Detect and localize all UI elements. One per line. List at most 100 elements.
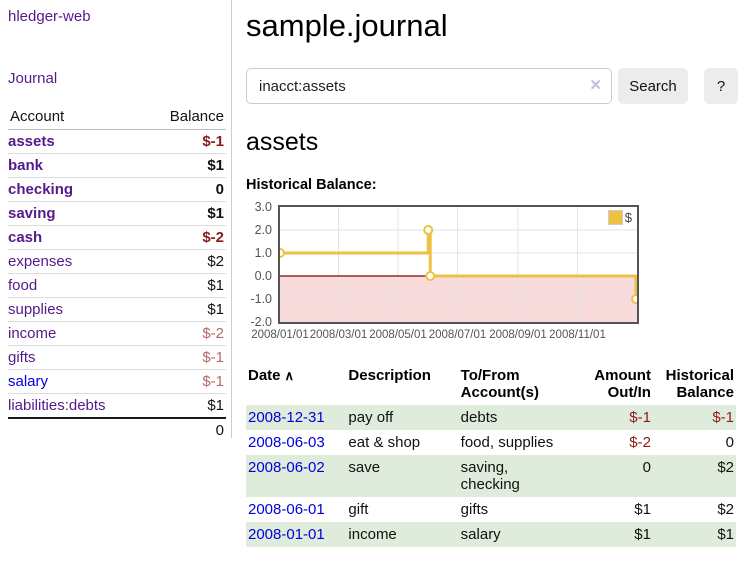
account-link-gifts[interactable]: gifts bbox=[8, 349, 36, 366]
accounts-header-account: Account bbox=[8, 106, 145, 130]
transaction-description: pay off bbox=[348, 405, 461, 430]
account-row-liabilities-debts: liabilities:debts $1 bbox=[8, 393, 226, 418]
search-help-button[interactable]: ? bbox=[704, 68, 738, 104]
account-row-expenses: expenses $2 bbox=[8, 249, 226, 274]
account-link-saving[interactable]: saving bbox=[8, 205, 56, 222]
register-row: 2008-06-03 eat & shop food, supplies $-2… bbox=[246, 430, 736, 455]
accounts-table: Account Balance assets $-1 bank $1 check… bbox=[8, 106, 226, 442]
account-row-income: income $-2 bbox=[8, 321, 226, 346]
transaction-date-link[interactable]: 2008-01-01 bbox=[248, 526, 325, 543]
transaction-balance: 0 bbox=[725, 434, 734, 451]
register-row: 2008-12-31 pay off debts $-1 $-1 bbox=[246, 405, 736, 430]
x-axis-tick-label: 2008/03/01 bbox=[309, 329, 368, 341]
account-balance: $1 bbox=[144, 273, 226, 298]
register-header-balance: Historical Balance bbox=[665, 367, 734, 401]
account-heading: assets bbox=[246, 128, 319, 156]
sidebar-item-journal[interactable]: Journal bbox=[8, 70, 58, 87]
search-input[interactable] bbox=[246, 68, 612, 104]
transaction-amount: $1 bbox=[580, 522, 653, 547]
transaction-accounts: gifts bbox=[460, 501, 489, 518]
transaction-description: eat & shop bbox=[348, 434, 421, 451]
transaction-amount: $-1 bbox=[580, 405, 653, 430]
y-axis-tick-label: 3.0 bbox=[254, 200, 272, 214]
y-axis-tick-label: -2.0 bbox=[250, 315, 272, 329]
x-axis-tick-label: 2008/07/01 bbox=[428, 329, 487, 341]
account-link-cash[interactable]: cash bbox=[8, 229, 43, 246]
accounts-total-value: 0 bbox=[144, 417, 226, 442]
accounts-header-balance: Balance bbox=[144, 106, 226, 130]
account-row-assets: assets $-1 bbox=[8, 130, 226, 154]
account-row-food: food $1 bbox=[8, 273, 226, 298]
account-link-liabilities-debts[interactable]: liabilities:debts bbox=[8, 397, 106, 414]
app-title-link[interactable]: hledger-web bbox=[8, 8, 91, 25]
clear-search-icon[interactable]: ✕ bbox=[589, 77, 602, 94]
transaction-date-link[interactable]: 2008-12-31 bbox=[248, 409, 325, 426]
chart-plot-area: $ bbox=[278, 205, 639, 324]
transaction-date-link[interactable]: 2008-06-03 bbox=[248, 434, 325, 451]
transaction-amount: $-2 bbox=[629, 434, 651, 451]
transaction-amount: $1 bbox=[634, 501, 651, 518]
register-header-accounts: To/From Account(s) bbox=[460, 367, 540, 401]
account-row-bank: bank $1 bbox=[8, 153, 226, 178]
account-row-supplies: supplies $1 bbox=[8, 297, 226, 322]
y-axis-tick-label: 0.0 bbox=[254, 269, 272, 283]
accounts-total-row: 0 bbox=[8, 417, 226, 442]
x-axis-tick-label: 2008/05/01 bbox=[369, 329, 427, 341]
transaction-amount: 0 bbox=[580, 455, 653, 497]
account-balance: $1 bbox=[144, 201, 226, 226]
accounts-table-header: Account Balance bbox=[8, 106, 226, 130]
historical-balance-chart: 3.0 2.0 1.0 0.0 -1.0 -2.0 $ 2008/01/01 2008/03… bbox=[246, 200, 738, 345]
search-form: ✕ Search ? bbox=[246, 68, 738, 104]
account-row-checking: checking 0 bbox=[8, 177, 226, 202]
account-balance: $-2 bbox=[144, 321, 226, 346]
account-row-cash: cash $-2 bbox=[8, 225, 226, 250]
page-title: sample.journal bbox=[246, 8, 448, 43]
account-balance: $-2 bbox=[144, 225, 226, 250]
account-link-supplies[interactable]: supplies bbox=[8, 301, 64, 318]
account-balance: 0 bbox=[144, 177, 226, 202]
register-row: 2008-06-01 gift gifts $1 $2 bbox=[246, 497, 736, 522]
legend-label: $ bbox=[624, 210, 632, 225]
sort-ascending-icon: ∧ bbox=[284, 368, 295, 383]
account-row-saving: saving $1 bbox=[8, 201, 226, 226]
account-balance: $2 bbox=[144, 249, 226, 274]
main-content: sample.journal ✕ Search ? assets Histori… bbox=[246, 0, 738, 547]
account-link-income[interactable]: income bbox=[8, 325, 57, 342]
account-link-expenses[interactable]: expenses bbox=[8, 253, 73, 270]
transaction-balance: $2 bbox=[652, 455, 736, 497]
account-balance: $1 bbox=[144, 153, 226, 178]
legend-swatch-icon bbox=[607, 210, 623, 225]
transaction-balance: $-1 bbox=[652, 405, 736, 430]
account-balance: $1 bbox=[144, 297, 226, 322]
account-row-salary: salary $-1 bbox=[8, 369, 226, 394]
register-row: 2008-01-01 income salary $1 $1 bbox=[246, 522, 736, 547]
y-axis-tick-label: -1.0 bbox=[250, 292, 272, 306]
account-link-salary[interactable]: salary bbox=[8, 373, 49, 390]
register-header-date[interactable]: Date ∧ bbox=[248, 367, 295, 384]
transaction-description: save bbox=[348, 455, 461, 497]
transaction-accounts: food, supplies bbox=[460, 434, 554, 451]
account-link-bank[interactable]: bank bbox=[8, 157, 44, 174]
account-balance: $-1 bbox=[144, 369, 226, 394]
account-balance: $-1 bbox=[202, 133, 224, 150]
account-balance: $-1 bbox=[144, 345, 226, 370]
account-row-gifts: gifts $-1 bbox=[8, 345, 226, 370]
transaction-date-link[interactable]: 2008-06-02 bbox=[248, 459, 325, 476]
account-link-checking[interactable]: checking bbox=[8, 181, 74, 198]
x-axis-tick-label: 2008/01/01 bbox=[251, 329, 309, 341]
account-link-assets[interactable]: assets bbox=[8, 133, 55, 150]
transaction-date-link[interactable]: 2008-06-01 bbox=[248, 501, 325, 518]
chart-title: Historical Balance: bbox=[246, 177, 377, 193]
transaction-accounts: debts bbox=[460, 405, 581, 430]
x-axis-tick-label: 2008/09/01 bbox=[489, 329, 547, 341]
chart-x-axis-labels: 2008/01/01 2008/03/01 2008/05/01 2008/07/01… bbox=[251, 329, 637, 344]
account-balance: $1 bbox=[144, 393, 226, 418]
transaction-balance: $1 bbox=[652, 522, 736, 547]
transaction-balance: $2 bbox=[717, 501, 734, 518]
search-button[interactable]: Search bbox=[618, 68, 688, 104]
chart-canvas bbox=[280, 207, 637, 322]
x-axis-tick-label: 2008/11/01 bbox=[549, 329, 606, 341]
register-header-description: Description bbox=[348, 367, 431, 384]
register-header-amount: Amount Out/In bbox=[594, 367, 651, 401]
account-link-food[interactable]: food bbox=[8, 277, 38, 294]
